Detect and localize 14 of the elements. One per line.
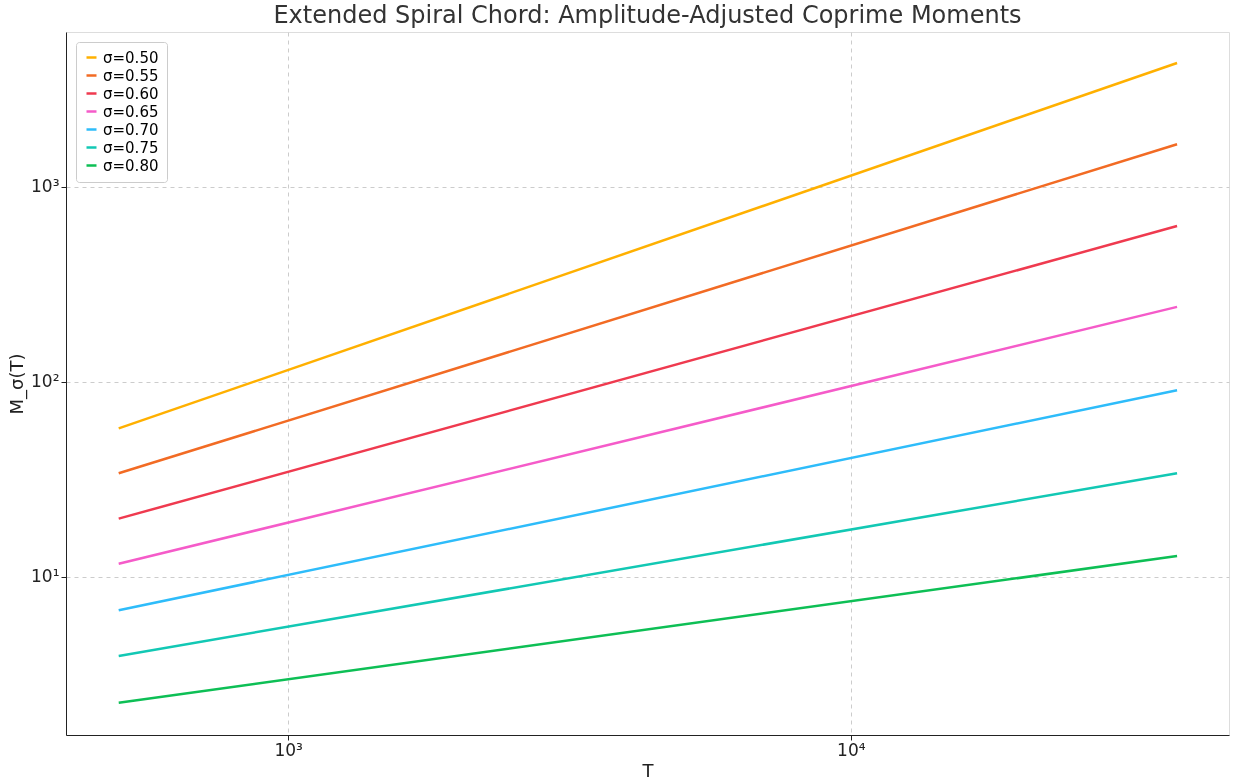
x-tick-label: 10⁴ <box>837 739 866 760</box>
y-tick-label: 10³ <box>31 176 60 197</box>
legend-label: σ=0.50 <box>103 48 159 67</box>
y-tick-label: 10² <box>31 371 60 392</box>
legend-label: σ=0.65 <box>103 102 159 121</box>
x-axis-title: T <box>641 759 655 781</box>
legend-label: σ=0.55 <box>103 66 159 85</box>
legend-label: σ=0.75 <box>103 138 159 157</box>
y-axis-title: M_σ(T) <box>6 353 29 415</box>
y-tick-label: 10¹ <box>31 566 60 587</box>
legend-label: σ=0.60 <box>103 84 159 103</box>
legend-label: σ=0.80 <box>103 156 159 175</box>
legend-label: σ=0.70 <box>103 120 159 139</box>
chart-title: Extended Spiral Chord: Amplitude-Adjusted Coprime Moments <box>273 1 1022 29</box>
